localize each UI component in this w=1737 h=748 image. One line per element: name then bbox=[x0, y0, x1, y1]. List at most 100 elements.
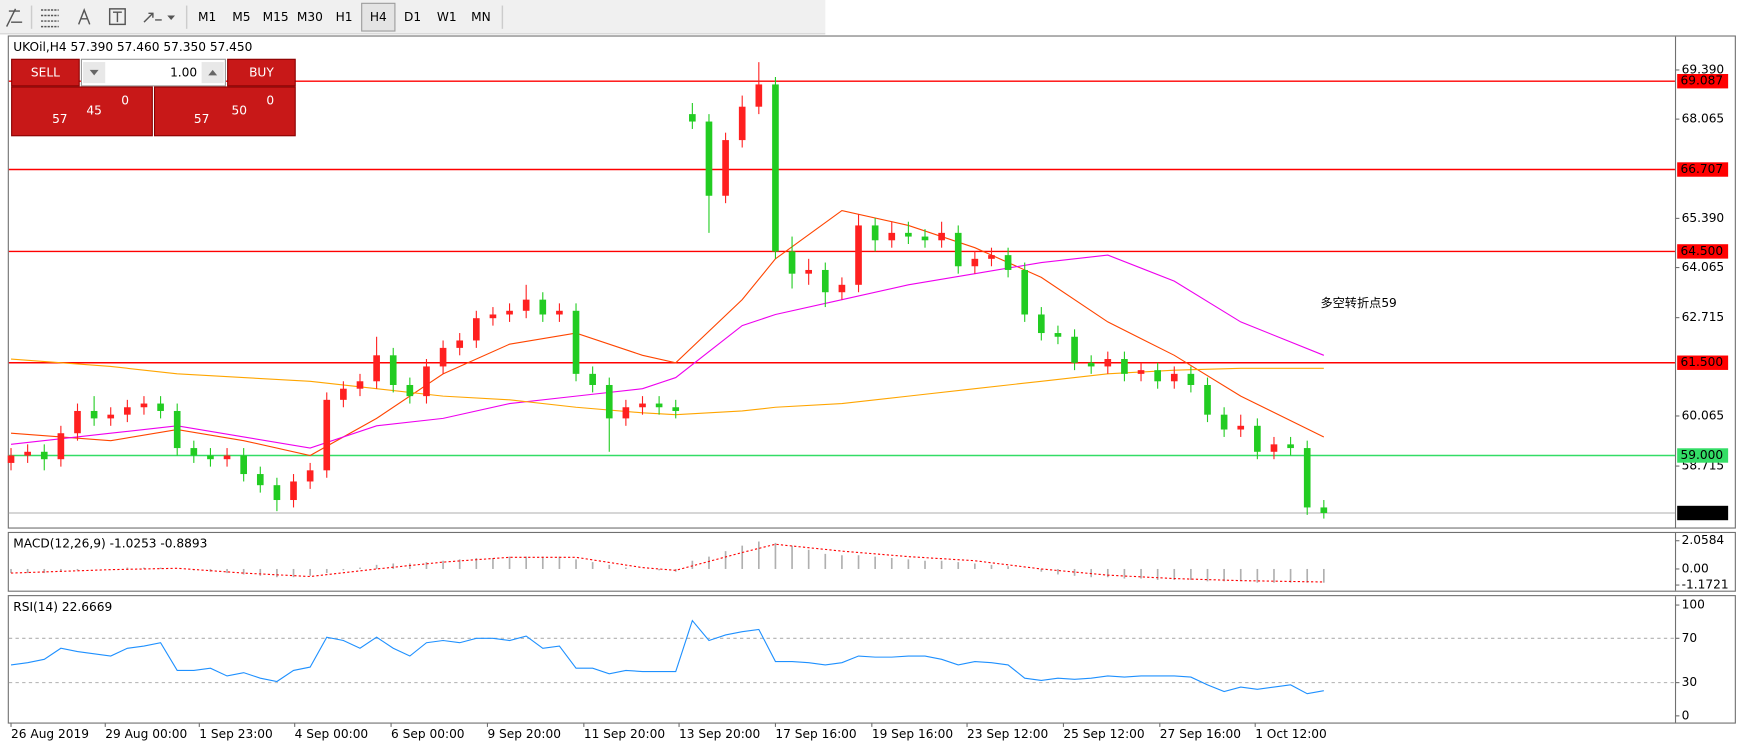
icon-crosshair[interactable] bbox=[6, 8, 23, 27]
candle-body bbox=[1087, 362, 1095, 367]
candle-body bbox=[1220, 414, 1228, 430]
price-level-label: 69.087 bbox=[1681, 74, 1724, 88]
candle-body bbox=[871, 225, 879, 241]
candle-body bbox=[1021, 269, 1029, 315]
price-level-tag bbox=[1677, 448, 1729, 463]
bid-box[interactable] bbox=[11, 86, 153, 137]
candle-body bbox=[1137, 370, 1145, 374]
y-tick-label: 60.065 bbox=[1682, 408, 1725, 422]
candle-body bbox=[639, 403, 646, 408]
bid-main: 45 bbox=[86, 103, 101, 117]
candle-body bbox=[1154, 370, 1161, 382]
y-tick-label: 2.0584 bbox=[1682, 533, 1725, 547]
candle-body bbox=[705, 121, 713, 196]
x-tick-label: 27 Sep 16:00 bbox=[1160, 727, 1241, 741]
candle-body bbox=[340, 388, 347, 400]
period-active[interactable] bbox=[361, 2, 396, 32]
toolbar-icons bbox=[6, 5, 504, 29]
toolbar bbox=[0, 0, 826, 34]
y-tick-label: 68.065 bbox=[1682, 112, 1725, 126]
panel-border bbox=[7, 531, 1736, 592]
period-button[interactable]: M5 bbox=[232, 10, 250, 24]
y-tick-label: 65.390 bbox=[1682, 211, 1725, 225]
candle-body bbox=[256, 474, 264, 486]
y-tick-label: -1.1721 bbox=[1682, 578, 1729, 592]
candle-body bbox=[273, 485, 281, 501]
candle-body bbox=[1187, 373, 1195, 385]
x-tick-label: 25 Sep 12:00 bbox=[1063, 727, 1144, 741]
candle-body bbox=[988, 255, 995, 259]
period-button[interactable]: M1 bbox=[198, 10, 216, 24]
candle-body bbox=[1170, 373, 1178, 382]
buy-label[interactable]: BUY bbox=[249, 66, 274, 80]
candle-body bbox=[905, 232, 912, 237]
period-button[interactable]: M30 bbox=[297, 10, 323, 24]
candle-body bbox=[722, 140, 729, 196]
chart-panel: 2.0584 0.00 -1.1721 MACD(12,26,9) -1.0253 -… bbox=[7, 531, 1736, 592]
candle-body bbox=[888, 232, 896, 241]
candle-body bbox=[190, 448, 198, 456]
period-buttons: M1 M5 M15 M30 H1 H4 D1 W1 MN bbox=[198, 2, 491, 32]
period-button[interactable]: MN bbox=[471, 10, 491, 24]
buy-button[interactable] bbox=[227, 58, 296, 87]
period-button[interactable]: H4 bbox=[370, 10, 387, 24]
candle-body bbox=[1004, 255, 1012, 270]
candle-body bbox=[506, 310, 513, 315]
candle-body bbox=[738, 106, 746, 141]
candle-body bbox=[489, 314, 497, 319]
ask-box[interactable] bbox=[153, 86, 296, 137]
signal-line bbox=[11, 543, 1324, 583]
period-button[interactable]: M15 bbox=[263, 10, 289, 24]
y-tick-label: 70 bbox=[1682, 631, 1697, 645]
icon-text[interactable] bbox=[77, 7, 91, 25]
y-tick-label: 69.390 bbox=[1682, 62, 1725, 76]
bid-prefix: 57 bbox=[52, 112, 67, 126]
x-tick-label: 17 Sep 16:00 bbox=[775, 727, 856, 741]
candle-body bbox=[689, 114, 696, 122]
candle-body bbox=[788, 251, 796, 274]
price-level-label: 59.000 bbox=[1681, 448, 1724, 462]
candle-body bbox=[323, 399, 331, 471]
candle-body bbox=[1204, 384, 1211, 415]
icon-arrows[interactable] bbox=[143, 12, 176, 23]
candle-body bbox=[173, 410, 181, 449]
sell-label[interactable]: SELL bbox=[31, 66, 60, 80]
candle-body bbox=[24, 451, 31, 456]
icon-label[interactable] bbox=[108, 8, 126, 26]
candle-body bbox=[207, 455, 214, 460]
period-button[interactable]: W1 bbox=[437, 10, 457, 24]
ask-main: 50 bbox=[232, 103, 247, 117]
candle-body bbox=[954, 232, 962, 267]
candle-body bbox=[1270, 444, 1278, 452]
price-level-tag bbox=[1677, 244, 1729, 259]
y-tick-label: 30 bbox=[1682, 675, 1697, 689]
candle-body bbox=[1054, 333, 1062, 337]
sell-button[interactable] bbox=[11, 58, 80, 87]
price-level-label: 57.450 bbox=[1681, 506, 1724, 520]
candle-body bbox=[1121, 359, 1128, 374]
y-tick-label: 100 bbox=[1682, 598, 1705, 612]
candle-body bbox=[1237, 425, 1245, 430]
candle-body bbox=[439, 347, 447, 367]
price-level-label: 64.500 bbox=[1681, 244, 1724, 258]
candle-body bbox=[406, 384, 414, 397]
candle-body bbox=[522, 299, 530, 311]
rsi-line bbox=[10, 619, 1324, 695]
period-button[interactable]: D1 bbox=[404, 10, 421, 24]
period-button[interactable]: H1 bbox=[336, 10, 353, 24]
lot-value[interactable]: 1.00 bbox=[170, 66, 197, 80]
candle-body bbox=[423, 366, 430, 397]
price-level-label: 66.707 bbox=[1681, 162, 1724, 176]
candle-body bbox=[589, 373, 596, 385]
candle-body bbox=[157, 403, 164, 411]
candle-body bbox=[971, 258, 979, 267]
icon-lines[interactable] bbox=[40, 9, 59, 28]
price-level-tag bbox=[1677, 505, 1729, 521]
x-tick-label: 1 Oct 12:00 bbox=[1255, 727, 1327, 741]
lot-box[interactable] bbox=[80, 58, 226, 87]
price-level-tag bbox=[1677, 74, 1729, 89]
y-tick-label: 0.00 bbox=[1682, 561, 1709, 575]
candle-body bbox=[605, 384, 613, 419]
